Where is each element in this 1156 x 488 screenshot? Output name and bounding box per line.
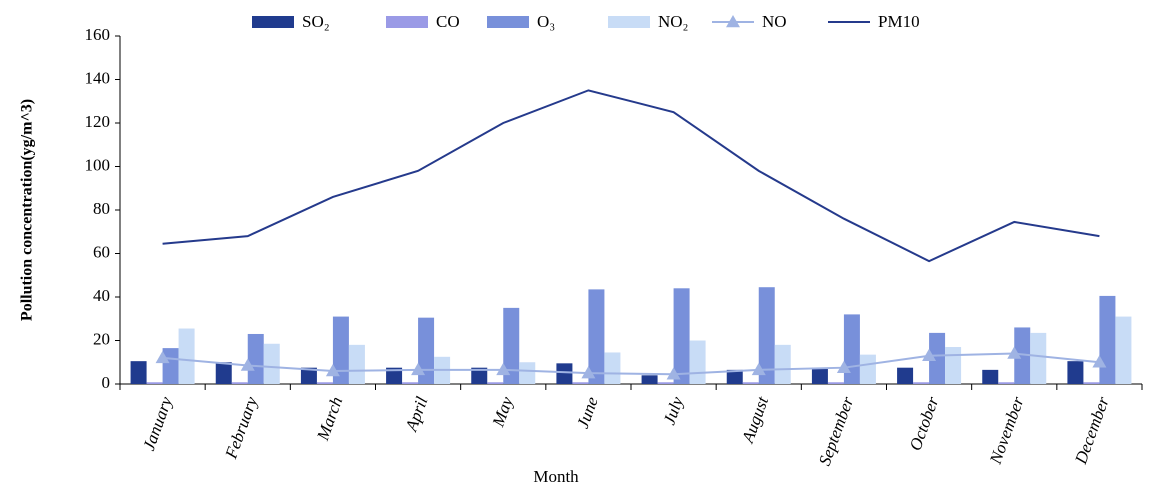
- bar: [146, 382, 163, 384]
- x-tick-label: July: [659, 394, 687, 428]
- y-tick-label: 160: [85, 25, 111, 44]
- bar: [726, 369, 743, 384]
- marker: [751, 362, 766, 376]
- legend-label: CO: [436, 12, 460, 31]
- marker: [496, 362, 511, 376]
- legend-label: O₃: [537, 12, 555, 31]
- marker: [240, 358, 255, 371]
- bar: [572, 382, 589, 384]
- bar: [130, 361, 147, 384]
- y-tick-label: 40: [93, 286, 110, 305]
- marker: [325, 363, 340, 377]
- legend-swatch: [608, 16, 650, 28]
- legend-marker: [726, 15, 740, 28]
- x-tick-label: May: [488, 394, 517, 430]
- legend-swatch: [252, 16, 294, 28]
- bar: [859, 354, 876, 384]
- bar: [386, 367, 403, 384]
- x-axis-title: Month: [533, 467, 579, 486]
- x-tick-label: December: [1071, 394, 1113, 467]
- bar: [843, 314, 860, 384]
- bar: [982, 369, 999, 384]
- marker: [581, 366, 596, 379]
- bar: [247, 333, 264, 384]
- bar: [300, 367, 317, 384]
- bar: [1067, 361, 1084, 384]
- bar: [1099, 295, 1116, 384]
- bar: [215, 362, 232, 384]
- bar: [1030, 332, 1047, 384]
- bar: [758, 287, 775, 384]
- bar: [604, 352, 621, 384]
- bar: [263, 343, 280, 384]
- bar: [742, 382, 759, 384]
- bar: [1014, 327, 1031, 384]
- bar: [641, 375, 658, 384]
- bar: [178, 328, 195, 384]
- y-tick-label: 120: [85, 112, 111, 131]
- legend-swatch: [487, 16, 529, 28]
- y-tick-label: 60: [93, 242, 110, 261]
- bar: [471, 367, 488, 384]
- x-tick-label: April: [401, 394, 431, 435]
- bar: [348, 344, 365, 384]
- x-tick-label: October: [906, 394, 943, 453]
- x-tick-label: June: [573, 394, 602, 431]
- bar: [418, 317, 435, 384]
- marker: [1092, 355, 1107, 368]
- legend-label: NO: [762, 12, 787, 31]
- y-tick-label: 80: [93, 199, 110, 218]
- bar: [487, 382, 504, 384]
- y-tick-label: 0: [102, 373, 111, 392]
- bar: [897, 367, 914, 384]
- bar: [998, 382, 1015, 384]
- legend-label: PM10: [878, 12, 920, 31]
- bar: [316, 382, 333, 384]
- bar: [689, 340, 706, 384]
- marker: [155, 350, 170, 364]
- marker: [836, 360, 851, 373]
- y-tick-label: 100: [85, 155, 111, 174]
- y-tick-label: 140: [85, 68, 111, 87]
- bar: [231, 382, 248, 384]
- bar: [945, 347, 962, 384]
- marker: [411, 362, 426, 376]
- bar: [556, 363, 573, 384]
- legend-label: NO₂: [658, 12, 688, 31]
- bar: [1115, 316, 1132, 384]
- marker: [1007, 346, 1022, 359]
- x-tick-label: February: [221, 394, 261, 462]
- bar: [673, 288, 690, 384]
- bar: [588, 289, 605, 384]
- bar: [1083, 382, 1100, 384]
- bar: [402, 382, 419, 384]
- legend-swatch: [386, 16, 428, 28]
- x-tick-label: January: [139, 394, 176, 453]
- bar: [503, 307, 520, 384]
- x-tick-label: March: [313, 394, 346, 443]
- bar: [929, 332, 946, 384]
- legend-label: SO₂: [302, 12, 330, 31]
- bar: [332, 316, 349, 384]
- x-tick-label: September: [815, 394, 858, 468]
- y-tick-label: 20: [93, 329, 110, 348]
- line: [162, 352, 1100, 376]
- x-tick-label: August: [738, 393, 773, 446]
- y-axis-title: Pollution concentration(yg/m^3): [19, 99, 36, 321]
- bar: [657, 382, 674, 384]
- bar: [519, 362, 536, 384]
- marker: [922, 348, 937, 361]
- line: [162, 89, 1100, 263]
- bar: [162, 348, 179, 384]
- x-tick-label: November: [986, 394, 1028, 467]
- bar: [811, 367, 828, 384]
- marker: [666, 367, 681, 380]
- bar: [913, 382, 930, 384]
- bar: [774, 344, 791, 384]
- bar: [827, 382, 844, 384]
